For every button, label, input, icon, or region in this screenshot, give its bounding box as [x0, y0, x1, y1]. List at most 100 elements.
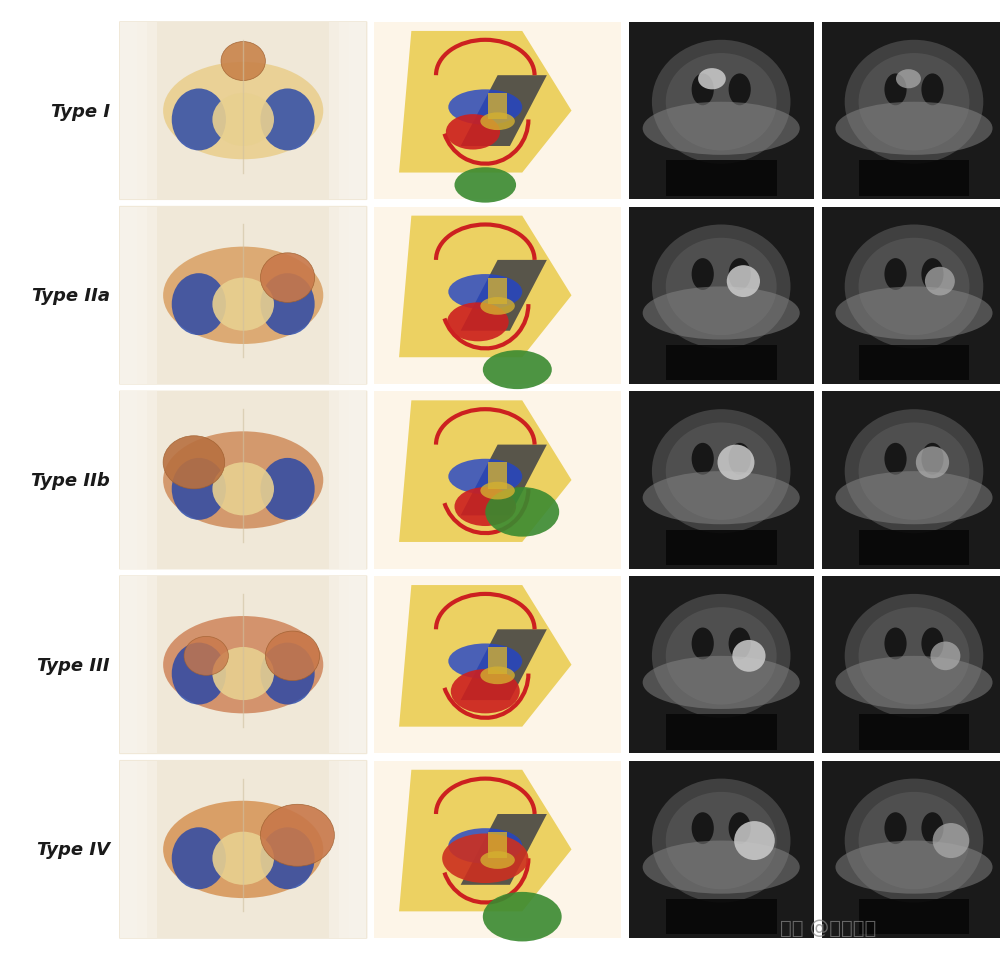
Ellipse shape [212, 463, 274, 516]
Ellipse shape [732, 640, 766, 672]
Ellipse shape [172, 643, 226, 704]
Ellipse shape [727, 266, 760, 298]
Ellipse shape [835, 287, 993, 340]
Ellipse shape [260, 804, 334, 866]
Bar [120, 208, 147, 384]
Bar [329, 208, 366, 384]
Ellipse shape [859, 792, 969, 889]
Ellipse shape [835, 656, 993, 709]
Bar [120, 23, 157, 200]
Ellipse shape [643, 841, 800, 894]
Ellipse shape [448, 459, 522, 495]
Bar [374, 392, 621, 569]
Ellipse shape [480, 298, 515, 315]
Ellipse shape [454, 487, 516, 527]
Ellipse shape [265, 631, 320, 681]
Ellipse shape [859, 607, 969, 704]
Ellipse shape [260, 643, 315, 704]
Bar [488, 832, 507, 858]
Bar [120, 761, 137, 938]
Bar [120, 761, 157, 938]
Ellipse shape [451, 670, 520, 714]
Ellipse shape [666, 238, 777, 335]
Bar [666, 161, 777, 196]
FancyBboxPatch shape [119, 760, 367, 939]
Bar [349, 577, 366, 753]
Ellipse shape [652, 778, 791, 902]
Ellipse shape [652, 225, 791, 349]
Ellipse shape [221, 42, 265, 82]
Ellipse shape [448, 828, 522, 864]
Ellipse shape [652, 594, 791, 718]
Bar [666, 715, 777, 750]
Ellipse shape [859, 423, 969, 520]
Bar [329, 23, 366, 200]
Ellipse shape [163, 62, 323, 160]
FancyBboxPatch shape [119, 207, 367, 385]
Bar [822, 577, 1000, 753]
Bar [120, 23, 147, 200]
Ellipse shape [729, 443, 751, 475]
Ellipse shape [921, 628, 944, 659]
Bar [822, 208, 1000, 384]
Ellipse shape [884, 812, 907, 844]
Bar [374, 208, 621, 384]
Ellipse shape [884, 259, 907, 290]
Ellipse shape [930, 642, 960, 671]
Bar [120, 577, 157, 753]
Text: Type IIa: Type IIa [32, 287, 110, 305]
Bar [822, 761, 1000, 938]
Ellipse shape [925, 267, 955, 296]
Ellipse shape [260, 254, 315, 303]
Bar [859, 530, 969, 565]
Bar [666, 530, 777, 565]
Bar [349, 23, 366, 200]
Polygon shape [399, 585, 572, 727]
Ellipse shape [260, 458, 315, 520]
Ellipse shape [729, 628, 751, 659]
Ellipse shape [845, 40, 983, 164]
Ellipse shape [692, 443, 714, 475]
Ellipse shape [921, 812, 944, 844]
Bar [488, 279, 507, 305]
Ellipse shape [643, 472, 800, 525]
Bar [329, 761, 366, 938]
Bar [349, 208, 366, 384]
Bar [629, 23, 814, 200]
Ellipse shape [446, 115, 500, 150]
Ellipse shape [666, 54, 777, 151]
Ellipse shape [692, 628, 714, 659]
Ellipse shape [260, 89, 315, 151]
Ellipse shape [448, 644, 522, 679]
Polygon shape [399, 770, 572, 911]
Ellipse shape [480, 113, 515, 131]
Bar [339, 392, 366, 569]
Bar [859, 161, 969, 196]
Bar [374, 761, 621, 938]
Bar [120, 392, 147, 569]
Ellipse shape [896, 70, 921, 89]
Bar [120, 23, 137, 200]
Ellipse shape [163, 431, 323, 530]
Bar [339, 761, 366, 938]
Polygon shape [461, 76, 547, 147]
Ellipse shape [260, 827, 315, 889]
Ellipse shape [172, 458, 226, 520]
Bar [120, 577, 147, 753]
Ellipse shape [835, 103, 993, 156]
Ellipse shape [480, 851, 515, 869]
Ellipse shape [442, 833, 528, 883]
Ellipse shape [666, 423, 777, 520]
Bar [859, 899, 969, 934]
Ellipse shape [643, 103, 800, 156]
Bar [329, 392, 366, 569]
Ellipse shape [454, 168, 516, 204]
Ellipse shape [652, 409, 791, 533]
Ellipse shape [212, 832, 274, 885]
Ellipse shape [933, 824, 969, 858]
Bar [629, 392, 814, 569]
Ellipse shape [163, 247, 323, 345]
Ellipse shape [448, 90, 522, 126]
Polygon shape [461, 260, 547, 332]
Ellipse shape [172, 274, 226, 335]
